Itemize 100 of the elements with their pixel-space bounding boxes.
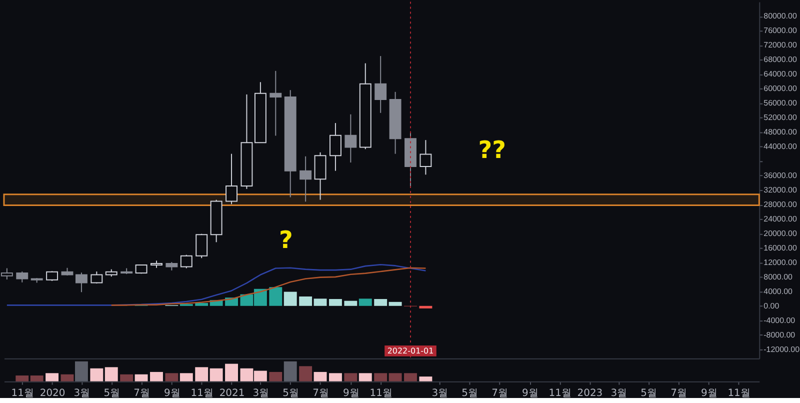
bar [358,298,372,306]
candlestick [90,271,103,284]
x-tick-label: 5월 [640,388,657,399]
bar [329,299,342,306]
y-tick-label: -12000.00 [764,344,800,354]
bar [46,373,59,382]
x-tick-label: 3월 [74,388,90,399]
bar [284,292,297,306]
y-tick-label: 44000.00 [764,142,798,152]
bar [104,367,118,382]
y-tick-label: 0.00 [764,301,780,310]
bar [329,373,342,382]
bar [120,374,134,382]
y-tick-label: 64000.00 [764,70,798,79]
x-tick-label: 9월 [522,388,538,399]
bar [195,367,208,382]
x-tick-label: 9월 [164,388,180,399]
x-tick-label: 3월 [252,388,270,399]
bar [269,287,282,306]
bar [225,364,238,382]
x-tick-label: 2021 [219,388,245,399]
x-tick-label: 2023 [577,388,603,399]
y-tick-label: -4000.00 [764,316,796,325]
candlestick [300,156,312,202]
candlestick [329,122,342,172]
x-tick-label: 9월 [343,388,360,399]
x-tick-label: 5월 [104,388,120,399]
bar [374,373,388,382]
y-tick-label: 68000.00 [764,55,798,64]
y-tick-label: 8000.00 [764,272,794,282]
y-tick-label: 28000.00 [764,200,798,210]
bar [60,374,74,382]
y-tick-label: 24000.00 [764,214,798,224]
bar [74,361,88,382]
bar [299,366,312,382]
candlestick [374,56,387,114]
x-tick-label: 11월 [728,388,750,399]
x-tick-label: 5월 [462,388,478,399]
y-tick-label: 60000.00 [764,84,798,94]
ref-line-label: 2022-01-01 [387,346,434,356]
x-tick-label: 7월 [492,388,508,399]
candlestick [16,271,28,283]
candlestick [196,233,208,259]
bar [180,373,193,382]
candlestick [75,272,88,293]
y-tick-label: 4000.00 [764,286,794,296]
bar [404,373,417,382]
y-tick-label: 80000.00 [764,12,798,21]
bar [90,368,104,382]
bar [195,303,208,306]
bar [210,368,223,382]
x-tick-label: 11월 [190,388,214,399]
x-tick-label: 11월 [11,388,34,399]
y-tick-label: 48000.00 [764,128,798,137]
y-tick-label: 52000.00 [764,113,798,122]
bar [16,376,29,382]
y-tick-label: 56000.00 [764,98,798,108]
bar [269,372,282,382]
candlestick [226,153,238,205]
bar [419,376,432,382]
x-tick-label: 3월 [610,388,628,399]
candlestick [420,140,432,176]
bar [344,300,358,306]
bar [150,372,163,382]
bar [388,373,402,382]
bar [165,373,178,382]
bar [284,361,297,382]
line-series [110,267,426,306]
annotation: ? [278,226,293,254]
annotation: ?? [478,136,506,164]
y-tick-label: 72000.00 [764,40,798,50]
x-tick-label: 9월 [700,388,718,399]
y-tick-label: -8000.00 [764,330,796,340]
bar [134,374,148,382]
x-tick-label: 3월 [432,388,448,399]
bar [30,376,44,382]
candlestick [180,254,192,269]
bar [358,373,372,382]
y-tick-label: 16000.00 [764,243,798,252]
y-tick-label: 20000.00 [764,228,798,238]
x-tick-label: 7월 [134,388,150,399]
x-tick-label: 2020 [40,388,66,399]
candlestick [314,152,326,200]
candlestick [344,114,357,164]
bar [374,299,388,306]
candlestick [46,270,58,282]
candlestick [270,70,282,136]
y-tick-label: 32000.00 [764,186,798,195]
bar [314,372,327,382]
bar [344,373,358,382]
y-tick-label: 12000.00 [764,258,798,267]
bar [314,298,327,306]
x-tick-label: 5월 [282,388,300,399]
x-tick-label: 11월 [370,388,392,399]
y-tick-label: 76000.00 [764,26,798,36]
x-tick-label: 7월 [670,388,687,399]
line-series [6,264,426,306]
bar [419,306,432,308]
y-tick-label: 36000.00 [764,171,798,180]
x-tick-label: 11월 [548,388,572,399]
